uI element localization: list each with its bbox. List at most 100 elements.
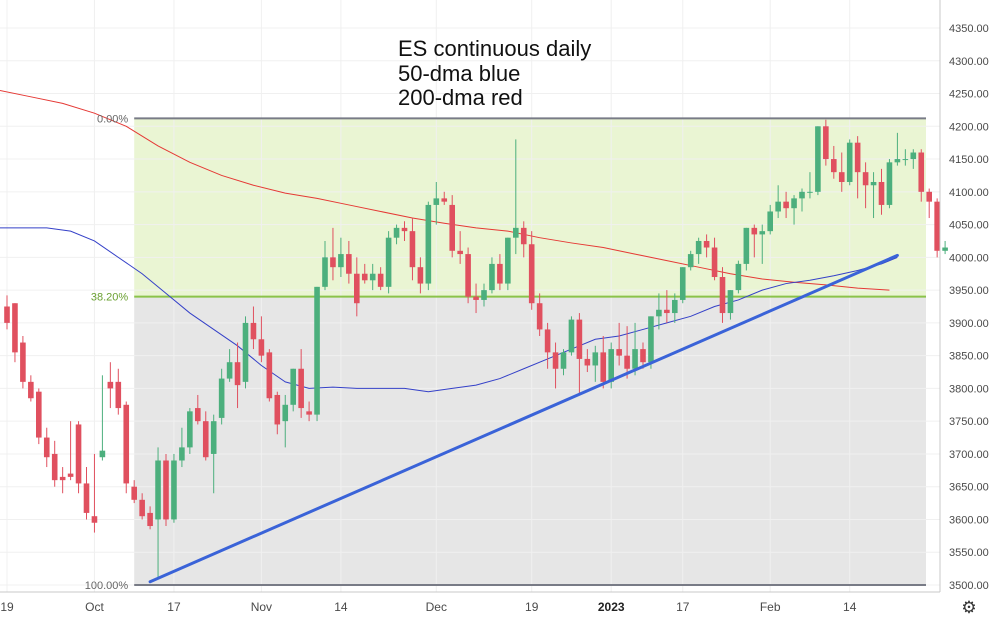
candle-body [401,227,408,232]
price-tick-label: 3500.00 [949,580,989,592]
candle [195,394,201,425]
settings-gear-icon[interactable]: ⚙ [961,598,977,618]
candle [886,159,893,209]
candle [592,345,599,382]
price-tick-label: 4350.00 [949,23,989,35]
fib-lower-zone [134,296,926,585]
candle [465,247,471,304]
time-axis[interactable]: 19 Oct 17 Nov 14 Dec 19 2023 17 Feb 14 [0,600,856,614]
candle-body [409,231,416,268]
candle-body [703,240,710,248]
candle-body [306,411,312,415]
price-axis[interactable]: 3500.00 3550.00 3600.00 3650.00 3700.00 3750.… [949,23,989,592]
candle-body [489,263,495,291]
candle [656,293,662,330]
candle-body [417,267,424,284]
fib-level-labels: 0.00% 38.20% 100.00% [85,113,129,592]
candle-body [330,257,336,268]
candle-body [75,424,82,484]
candle [751,224,758,258]
candle-body [266,352,273,399]
candle [870,172,877,219]
candle-body [361,273,368,281]
time-tick-label: 2023 [598,600,625,614]
candle [846,139,853,186]
price-tick-label: 3600.00 [949,514,989,526]
candle-body [775,201,781,212]
candle-body [862,172,869,186]
candle [711,237,718,281]
candle [218,368,225,425]
candle-body [831,159,837,173]
trendline[interactable] [148,253,899,584]
chart-title-line-3: 200-dma red [398,85,523,110]
candle-body [385,237,392,287]
candle [393,224,400,245]
candle [83,467,90,520]
candle-body [99,450,106,458]
candle [179,427,185,468]
candle [369,263,376,291]
time-tick-label: 14 [334,600,348,614]
candle-body [195,408,201,422]
candle [481,283,487,307]
candle [36,388,42,445]
candle-body [727,290,734,314]
price-tick-label: 3800.00 [949,383,989,395]
candle [282,394,289,448]
candle-body [568,319,575,353]
candle-body [457,250,463,255]
candle-body [616,349,622,356]
candle-body [592,352,599,366]
candle-body [115,381,122,409]
candle [75,421,82,494]
candle-body [679,267,686,300]
candle-body [67,473,74,477]
candle-body [12,303,18,353]
candle-body [934,201,940,251]
candle-body [648,316,654,363]
candle [695,237,702,264]
candle [807,172,813,199]
candle [648,316,654,369]
candle-body [163,460,169,520]
candle-body [918,152,925,192]
candle-body [449,204,455,251]
candle-body [576,319,583,359]
price-tick-label: 3900.00 [949,318,989,330]
candle-body [179,447,185,461]
candle-body [910,152,917,160]
candle [171,453,177,523]
candle-body [783,201,789,209]
price-tick-label: 3850.00 [949,351,989,363]
candle-body [513,227,519,238]
fib-level-label: 100.00% [85,580,129,592]
candle-body [902,159,909,161]
candle-body [258,339,265,356]
candle-body [465,254,471,297]
candle-body [886,162,893,205]
candle [361,263,368,284]
candle [679,267,686,304]
candle-body [393,227,400,238]
candle [250,306,257,350]
candle-body [123,404,130,484]
candle-body [250,322,257,340]
price-tick-label: 4100.00 [949,187,989,199]
candle [831,145,837,179]
candle-body [28,381,34,399]
candle-body [560,352,567,369]
price-tick-label: 3700.00 [949,449,989,461]
candle-body [838,172,845,182]
candle [823,119,829,166]
candle-body [664,309,670,314]
candle [59,467,66,494]
candle [520,221,527,258]
candle-body [520,227,527,245]
candle [687,250,694,271]
candle-body [226,362,233,379]
candle-body [823,126,829,160]
candle [918,149,925,202]
fib-level-label: 38.20% [91,292,129,304]
